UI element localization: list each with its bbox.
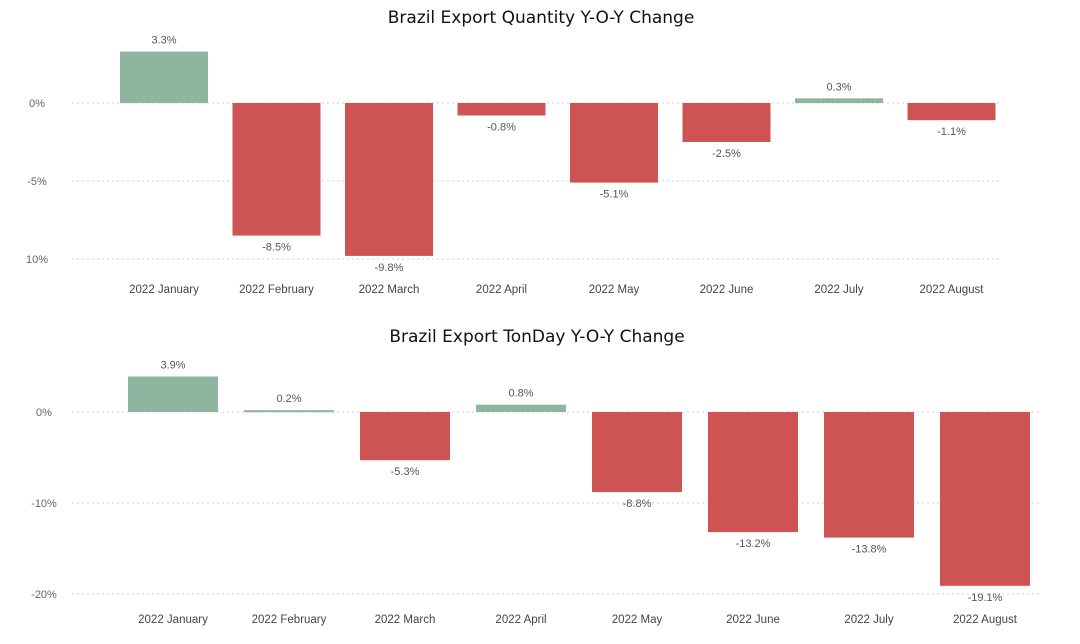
bar <box>708 412 798 533</box>
data-label: 0.8% <box>508 388 533 400</box>
data-label: -19.1% <box>968 592 1003 604</box>
y-tick-label: -20% <box>31 589 57 601</box>
data-label: 3.9% <box>160 360 185 372</box>
data-label: -9.8% <box>375 262 404 274</box>
bar <box>345 103 433 256</box>
x-category-label: 2022 July <box>814 284 863 296</box>
bar <box>940 412 1030 586</box>
x-category-label: 2022 January <box>129 284 199 296</box>
bar <box>120 51 208 103</box>
bar <box>682 103 771 142</box>
x-category-label: 2022 August <box>953 614 1018 626</box>
data-label: -1.1% <box>937 126 966 138</box>
data-label: 3.3% <box>151 35 176 47</box>
chart-title: Brazil Export Quantity Y-O-Y Change <box>388 8 695 28</box>
x-category-label: 2022 February <box>252 614 327 626</box>
bar <box>360 412 450 461</box>
x-category-label: 2022 July <box>844 614 893 626</box>
y-tick-label: 0% <box>29 98 45 110</box>
bar <box>457 103 546 116</box>
data-label: 0.2% <box>276 393 301 405</box>
chart-title: Brazil Export TonDay Y-O-Y Change <box>389 327 684 347</box>
data-label: 0.3% <box>826 81 851 93</box>
data-label: -13.2% <box>736 538 771 550</box>
x-category-label: 2022 May <box>589 284 640 296</box>
y-tick-label: 0% <box>36 407 52 419</box>
data-label: -13.8% <box>852 544 887 556</box>
data-label: -5.1% <box>600 189 629 201</box>
data-label: -5.3% <box>391 466 420 478</box>
bar <box>570 103 658 183</box>
x-category-label: 2022 June <box>700 284 754 296</box>
data-label: -8.5% <box>262 242 291 254</box>
x-category-label: 2022 June <box>726 614 780 626</box>
export-tonday-chart: Brazil Export TonDay Y-O-Y Change 0% -10%… <box>31 327 1040 626</box>
bar <box>476 404 566 412</box>
x-category-label: 2022 April <box>495 614 546 626</box>
bar <box>824 412 914 538</box>
x-category-label: 2022 May <box>612 614 663 626</box>
x-category-label: 2022 January <box>138 614 208 626</box>
y-tick-label: -5% <box>27 176 47 188</box>
bar <box>795 98 883 103</box>
export-quantity-chart: Brazil Export Quantity Y-O-Y Change 0% -5… <box>26 8 1000 296</box>
bar <box>232 103 321 236</box>
data-label: -8.8% <box>623 498 652 510</box>
bar <box>128 376 218 412</box>
y-tick-label: -10% <box>31 498 57 510</box>
x-category-label: 2022 February <box>239 284 314 296</box>
bar <box>907 103 996 121</box>
x-category-label: 2022 March <box>375 614 436 626</box>
x-category-label: 2022 March <box>359 284 420 296</box>
bar <box>592 412 682 493</box>
x-category-label: 2022 August <box>920 284 985 296</box>
y-tick-label: 10% <box>26 254 48 266</box>
data-label: -0.8% <box>487 121 516 133</box>
x-category-label: 2022 April <box>476 284 527 296</box>
bar <box>244 410 334 413</box>
data-label: -2.5% <box>712 148 741 160</box>
